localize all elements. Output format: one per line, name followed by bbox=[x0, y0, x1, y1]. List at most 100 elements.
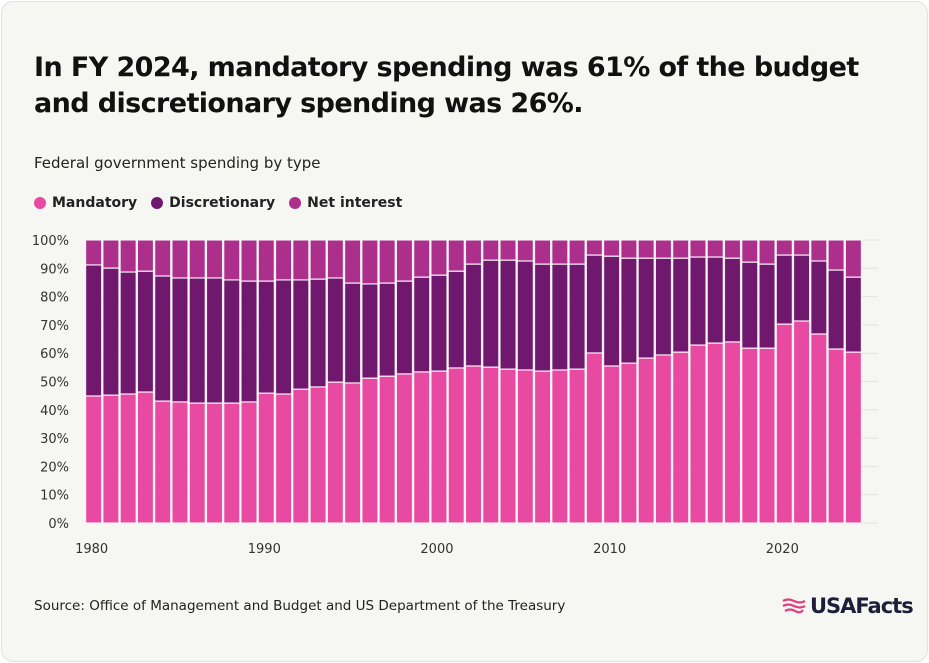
bar-segment-discretionary bbox=[413, 276, 431, 373]
bar-segment-net-interest bbox=[171, 239, 189, 279]
bar-segment-net-interest bbox=[620, 239, 638, 259]
bar-segment-net-interest bbox=[741, 239, 759, 263]
bar-segment-discretionary bbox=[171, 277, 189, 403]
legend-swatch-net-interest bbox=[289, 197, 302, 209]
bar-segment-mandatory bbox=[395, 373, 414, 524]
bar-segment-net-interest bbox=[810, 239, 828, 262]
bar-segment-net-interest bbox=[361, 239, 379, 285]
bar-segment-net-interest bbox=[689, 239, 707, 258]
bar-segment-net-interest bbox=[257, 239, 275, 282]
bar-segment-discretionary bbox=[758, 263, 776, 349]
bar-segment-mandatory bbox=[672, 351, 690, 524]
bar-segment-mandatory bbox=[240, 401, 258, 524]
bar-segment-net-interest bbox=[758, 239, 776, 265]
bar-segment-mandatory bbox=[154, 400, 172, 524]
legend-swatch-discretionary bbox=[151, 197, 164, 209]
bar-segment-net-interest bbox=[84, 239, 103, 266]
bar-segment-net-interest bbox=[792, 239, 811, 256]
bar-segment-mandatory bbox=[637, 357, 655, 524]
bar-segment-net-interest bbox=[395, 239, 414, 282]
bar-segment-net-interest bbox=[827, 239, 845, 271]
bar-segment-discretionary bbox=[775, 254, 793, 325]
bar-segment-net-interest bbox=[119, 239, 137, 273]
bar-segment-net-interest bbox=[775, 239, 793, 256]
legend-item-net-interest: Net interest bbox=[289, 195, 402, 211]
bar-segment-discretionary bbox=[395, 280, 414, 375]
bar-segment-net-interest bbox=[568, 239, 586, 265]
bar-segment-discretionary bbox=[741, 261, 759, 349]
bar-segment-mandatory bbox=[551, 369, 569, 524]
bar-segment-mandatory bbox=[792, 320, 811, 524]
bar-segment-net-interest bbox=[223, 239, 241, 281]
bar-segment-discretionary bbox=[136, 270, 155, 393]
bar-segment-discretionary bbox=[464, 263, 483, 367]
bar-segment-discretionary bbox=[533, 263, 552, 372]
bar-segment-net-interest bbox=[447, 239, 465, 272]
bar-segment-net-interest bbox=[102, 239, 120, 269]
bar-segment-mandatory bbox=[309, 386, 327, 524]
bar-segment-mandatory bbox=[602, 365, 621, 524]
y-tick-label: 70% bbox=[40, 319, 69, 334]
bar-segment-net-interest bbox=[499, 239, 517, 261]
bar-segment-net-interest bbox=[585, 239, 603, 256]
bar-segment-discretionary bbox=[637, 257, 655, 359]
bar-segment-mandatory bbox=[136, 391, 155, 524]
bar-segment-net-interest bbox=[723, 239, 742, 259]
bar-segment-discretionary bbox=[568, 263, 586, 370]
bar-segment-discretionary bbox=[257, 280, 275, 394]
bar-segment-mandatory bbox=[741, 347, 759, 524]
source-note: Source: Office of Management and Budget … bbox=[34, 598, 566, 614]
bar-segment-net-interest bbox=[136, 239, 155, 272]
y-tick-label: 80% bbox=[40, 291, 69, 306]
bar-segment-mandatory bbox=[171, 401, 189, 524]
bar-segment-mandatory bbox=[257, 392, 275, 524]
bar-segment-mandatory bbox=[482, 366, 500, 524]
bar-segment-discretionary bbox=[447, 270, 465, 369]
bar-segment-mandatory bbox=[378, 375, 396, 524]
bar-segment-discretionary bbox=[499, 259, 517, 370]
bar-segment-net-interest bbox=[188, 239, 206, 279]
bar-segment-mandatory bbox=[516, 369, 534, 524]
x-tick-label: 2000 bbox=[420, 542, 453, 557]
bar-segment-discretionary bbox=[602, 255, 621, 367]
bar-segment-net-interest bbox=[274, 239, 293, 281]
legend-swatch-mandatory bbox=[34, 197, 46, 209]
bar-segment-mandatory bbox=[430, 370, 448, 524]
bar-segment-net-interest bbox=[309, 239, 327, 280]
bar-segment-net-interest bbox=[292, 239, 310, 281]
bar-segment-net-interest bbox=[154, 239, 172, 277]
bar-segment-mandatory bbox=[689, 344, 707, 524]
bar-segment-discretionary bbox=[672, 257, 690, 353]
flag-icon bbox=[782, 598, 806, 614]
legend-label-mandatory: Mandatory bbox=[52, 195, 138, 211]
bar-segment-mandatory bbox=[274, 393, 293, 524]
bar-segment-mandatory bbox=[810, 333, 828, 524]
bar-segment-discretionary bbox=[205, 277, 224, 404]
y-tick-label: 100% bbox=[32, 234, 69, 249]
bar-segment-mandatory bbox=[568, 368, 586, 524]
y-tick-label: 20% bbox=[40, 460, 69, 475]
bar-segment-net-interest bbox=[344, 239, 362, 284]
bar-segment-discretionary bbox=[309, 278, 327, 388]
bar-segment-discretionary bbox=[792, 254, 811, 322]
legend-label-discretionary: Discretionary bbox=[169, 195, 276, 211]
x-tick-label: 1990 bbox=[248, 542, 281, 557]
y-tick-label: 0% bbox=[48, 517, 69, 532]
bar-segment-mandatory bbox=[223, 402, 241, 524]
usafacts-logo[interactable]: USAFacts bbox=[782, 594, 914, 618]
bar-segment-net-interest bbox=[654, 239, 673, 259]
bar-segment-mandatory bbox=[775, 323, 793, 524]
bar-segment-net-interest bbox=[205, 239, 224, 279]
y-tick-label: 60% bbox=[40, 347, 69, 362]
bar-segment-mandatory bbox=[205, 402, 224, 524]
bar-segment-discretionary bbox=[378, 282, 396, 377]
bar-segment-net-interest bbox=[430, 239, 448, 276]
bar-segment-mandatory bbox=[361, 377, 379, 524]
y-tick-label: 10% bbox=[40, 489, 69, 504]
bar-segment-discretionary bbox=[654, 257, 673, 356]
bar-segment-net-interest bbox=[326, 239, 345, 279]
bar-segment-discretionary bbox=[154, 275, 172, 402]
bar-segment-net-interest bbox=[551, 239, 569, 265]
bar-segment-net-interest bbox=[516, 239, 534, 262]
